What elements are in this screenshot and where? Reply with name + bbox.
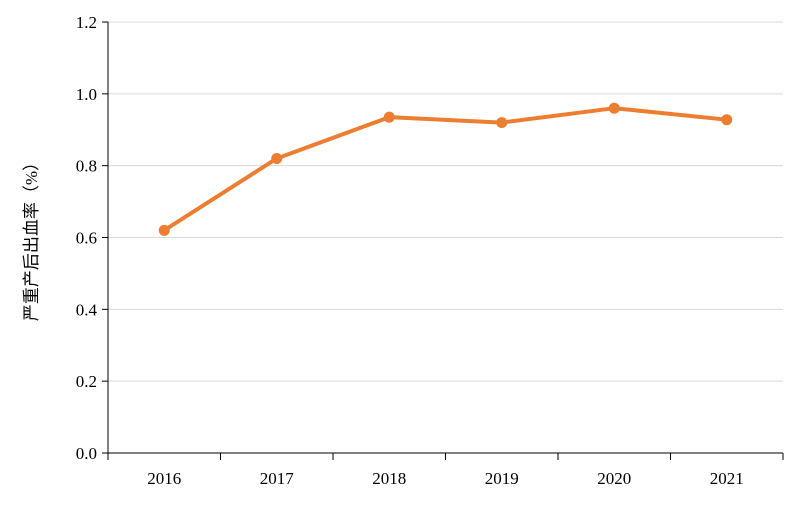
y-tick-label: 0.6	[76, 229, 97, 248]
y-tick-label: 0.8	[76, 157, 97, 176]
x-tick-label: 2021	[710, 469, 744, 488]
data-point	[383, 111, 395, 123]
x-tick-label: 2016	[147, 469, 181, 488]
y-tick-label: 1.0	[76, 85, 97, 104]
series-line	[162, 106, 729, 233]
data-point	[271, 152, 283, 164]
x-tick-label: 2018	[372, 469, 406, 488]
data-point	[608, 102, 620, 114]
x-tick-label: 2019	[485, 469, 519, 488]
axes	[102, 21, 784, 460]
gridlines	[108, 21, 783, 382]
data-point	[158, 224, 170, 236]
data-point	[721, 114, 733, 126]
y-tick-label: 1.2	[76, 13, 97, 32]
data-point	[496, 117, 508, 129]
tick-labels: 0.0 0.2 0.4 0.6 0.8 1.0 1.2 2016 2017 2018 2019 202…	[76, 13, 744, 488]
y-tick-label: 0.0	[76, 444, 97, 463]
x-tick-label: 2017	[260, 469, 295, 488]
x-tick-label: 2020	[597, 469, 631, 488]
y-axis-title: 严重产后出血率（%）	[22, 154, 41, 321]
y-tick-label: 0.4	[76, 300, 98, 319]
series-layer	[158, 102, 733, 236]
y-tick-label: 0.2	[76, 372, 97, 391]
